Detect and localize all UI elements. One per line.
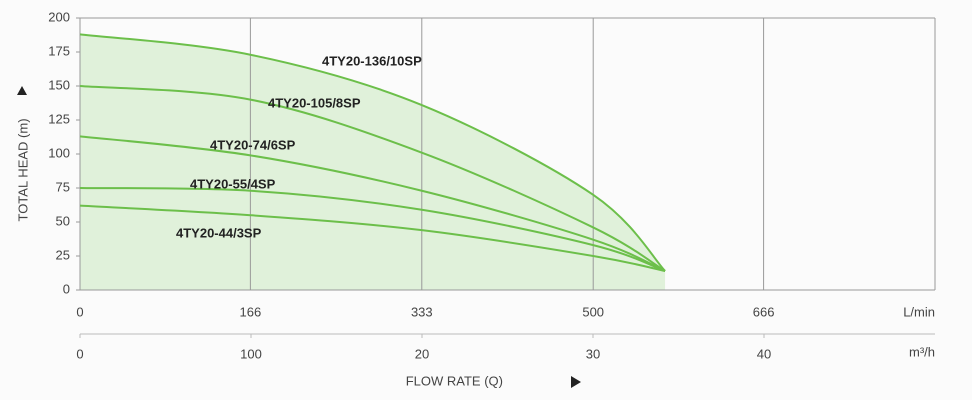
curve-label: 4TY20-74/6SP — [210, 137, 296, 152]
curve — [79, 85, 666, 272]
y-tick-label: 125 — [48, 111, 70, 126]
x2-tick-label: 100 — [240, 346, 262, 361]
x2-unit: m³/h — [909, 344, 935, 359]
x2-tick-label: 20 — [415, 346, 429, 361]
curve-label: 4TY20-136/10SP — [322, 53, 422, 68]
area-fill — [80, 34, 666, 290]
y-tick-label: 150 — [48, 77, 70, 92]
x2-tick-label: 30 — [586, 346, 600, 361]
x-unit: L/min — [903, 304, 935, 319]
y-tick-label: 175 — [48, 43, 70, 58]
curve — [79, 33, 666, 272]
y-tick-label: 25 — [56, 247, 70, 262]
curve-label: 4TY20-105/8SP — [268, 95, 361, 110]
x-tick-label: 666 — [753, 304, 775, 319]
x2-tick-label: 0 — [76, 346, 83, 361]
x-arrow — [571, 376, 581, 388]
curve-label: 4TY20-55/4SP — [190, 176, 276, 191]
x-tick-label: 166 — [240, 304, 262, 319]
x-tick-label: 500 — [582, 304, 604, 319]
curve-label: 4TY20-44/3SP — [176, 225, 262, 240]
y-tick-label: 100 — [48, 145, 70, 160]
curve — [79, 135, 666, 272]
y-tick-label: 50 — [56, 213, 70, 228]
curve — [79, 187, 666, 272]
y-arrow — [17, 86, 27, 95]
x-axis-title: FLOW RATE (Q) — [406, 373, 503, 388]
x2-tick-label: 40 — [757, 346, 771, 361]
curve — [79, 204, 666, 272]
y-axis-title: TOTAL HEAD (m) — [15, 118, 30, 221]
x-tick-label: 0 — [76, 304, 83, 319]
y-tick-label: 75 — [56, 179, 70, 194]
y-tick-label: 200 — [48, 9, 70, 24]
y-tick-label: 0 — [63, 281, 70, 296]
x-tick-label: 333 — [411, 304, 433, 319]
